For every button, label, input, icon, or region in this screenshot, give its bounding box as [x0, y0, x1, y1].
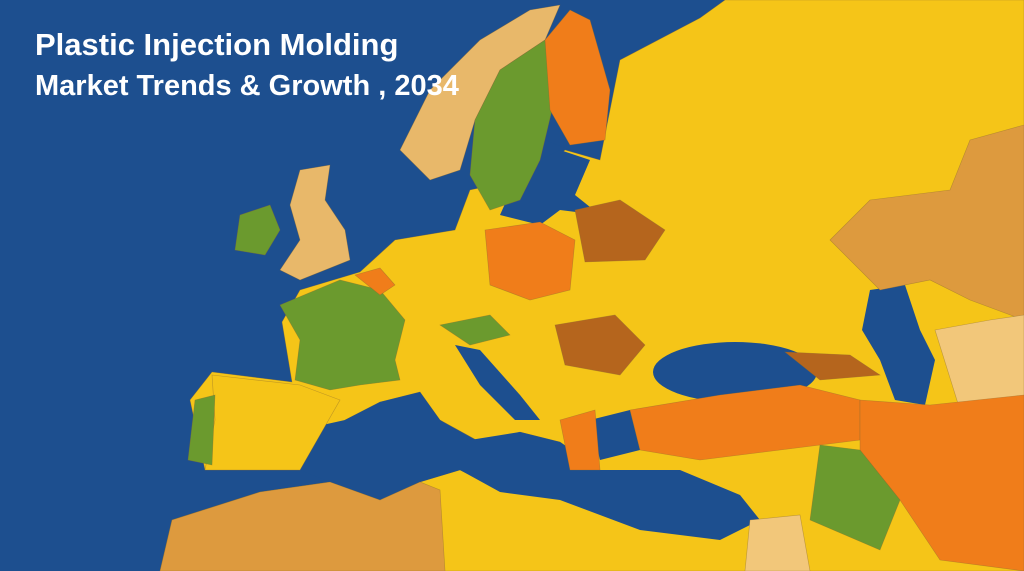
- central-asia: [934, 314, 1024, 411]
- sweden: [469, 39, 553, 211]
- subtitle: Market Trends & Growth , 2034: [35, 70, 459, 102]
- caspian-sea: [862, 285, 935, 405]
- portugal: [187, 394, 216, 466]
- kazakhstan: [829, 124, 1024, 321]
- ireland: [234, 204, 281, 256]
- france: [279, 279, 406, 391]
- aegean: [590, 410, 640, 460]
- benelux: [354, 267, 396, 296]
- north-africa: [159, 481, 446, 571]
- black-sea: [653, 342, 817, 402]
- austria: [439, 314, 511, 346]
- mediterranean: [300, 392, 760, 540]
- britain: [279, 164, 351, 281]
- belarus: [574, 199, 666, 263]
- greece: [559, 409, 601, 471]
- poland: [484, 221, 576, 301]
- finland: [544, 9, 611, 146]
- egypt: [744, 514, 811, 571]
- title: Plastic Injection Molding: [35, 27, 398, 62]
- caucasus: [784, 351, 881, 381]
- romania: [554, 314, 646, 376]
- iraq: [809, 444, 901, 551]
- adriatic: [455, 345, 540, 420]
- spain: [204, 374, 341, 471]
